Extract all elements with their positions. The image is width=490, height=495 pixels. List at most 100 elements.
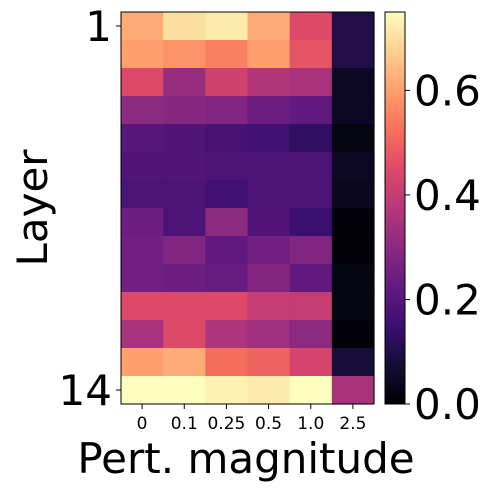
colorbar-tick-label: 0.4 (414, 171, 481, 220)
y-tick-label: 1 (85, 2, 112, 51)
heatmap-cell (163, 68, 206, 97)
heatmap-cell (121, 320, 164, 349)
heatmap-cell (121, 236, 164, 265)
heatmap-cell (163, 180, 206, 209)
heatmap-cell (247, 180, 291, 209)
heatmap-cell (205, 180, 249, 209)
heatmap-cell (331, 12, 375, 41)
heatmap-cell (331, 236, 375, 265)
x-tick-label: 0 (137, 414, 148, 434)
y-axis-label: Layer (8, 149, 57, 267)
heatmap-cell (205, 68, 249, 97)
heatmap-cell (205, 96, 249, 125)
heatmap-cell (331, 96, 375, 125)
heatmap-cell (163, 376, 206, 405)
heatmap-cell (163, 96, 206, 125)
heatmap-cell (331, 152, 375, 181)
heatmap-cell (289, 320, 333, 349)
x-tick-label: 1.0 (297, 414, 324, 434)
heatmap-cell (289, 292, 333, 321)
heatmap-cell (247, 96, 291, 125)
heatmap-cell (121, 208, 164, 237)
heatmap-cell (247, 236, 291, 265)
x-tick-label: 0.1 (171, 414, 198, 434)
heatmap-cell (163, 152, 206, 181)
colorbar-tick-label: 0.2 (414, 275, 481, 324)
heatmap-cell (289, 68, 333, 97)
heatmap-cell (289, 264, 333, 293)
heatmap-cell (247, 376, 291, 405)
heatmap-cell (163, 292, 206, 321)
heatmap-cell (205, 376, 249, 405)
heatmap-cell (289, 96, 333, 125)
heatmap-cell (205, 40, 249, 69)
heatmap-cell (247, 68, 291, 97)
y-axis-ticks: 1 14 (59, 2, 121, 415)
x-tick-label: 0.5 (255, 414, 282, 434)
heatmap-cell (121, 124, 164, 153)
colorbar (384, 11, 406, 405)
heatmap-cell (205, 208, 249, 237)
heatmap-cell (121, 68, 164, 97)
heatmap-cell (121, 376, 164, 405)
heatmap-cell (121, 96, 164, 125)
heatmap-cell (331, 320, 375, 349)
heatmap-cell (205, 292, 249, 321)
heatmap-cell (331, 124, 375, 153)
heatmap-cell (163, 264, 206, 293)
heatmap-cell (163, 12, 206, 41)
heatmap-cell (331, 348, 375, 377)
heatmap-cell (163, 320, 206, 349)
heatmap-cell (121, 152, 164, 181)
heatmap-cell (247, 40, 291, 69)
heatmap-cell (163, 348, 206, 377)
heatmap-cell (289, 208, 333, 237)
heatmap-cell (247, 292, 291, 321)
heatmap-cell (289, 12, 333, 41)
heatmap-cell (247, 320, 291, 349)
heatmap-cell (163, 124, 206, 153)
colorbar-ticks: 0.0 0.2 0.4 0.6 (405, 66, 481, 429)
x-tick-label: 0.25 (207, 414, 245, 434)
heatmap-cell (247, 348, 291, 377)
heatmap-cell (331, 208, 375, 237)
heatmap-cell (289, 180, 333, 209)
heatmap-cell (121, 264, 164, 293)
heatmap-cell (205, 12, 249, 41)
x-tick-label: 2.5 (339, 414, 366, 434)
colorbar-tick-label: 0.6 (414, 66, 481, 115)
heatmap-cell (205, 264, 249, 293)
heatmap-cell (121, 40, 164, 69)
heatmap-cell (247, 208, 291, 237)
y-tick-label: 14 (59, 366, 112, 415)
heatmap-cell (331, 376, 375, 405)
heatmap-cell (121, 12, 164, 41)
heatmap-cells (121, 12, 375, 405)
heatmap-cell (331, 68, 375, 97)
heatmap-cell (289, 40, 333, 69)
heatmap-cell (205, 152, 249, 181)
heatmap-cell (205, 348, 249, 377)
x-axis-label: Pert. magnitude (77, 434, 414, 483)
heatmap-cell (289, 236, 333, 265)
heatmap-cell (331, 292, 375, 321)
heatmap-cell (121, 292, 164, 321)
heatmap-cell (331, 180, 375, 209)
colorbar-tick-label: 0.0 (414, 380, 481, 429)
heatmap-cell (331, 40, 375, 69)
heatmap-cell (289, 376, 333, 405)
heatmap-cell (121, 348, 164, 377)
heatmap-cell (247, 152, 291, 181)
heatmap-cell (247, 264, 291, 293)
heatmap-cell (205, 236, 249, 265)
heatmap-cell (121, 180, 164, 209)
heatmap-cell (163, 208, 206, 237)
heatmap-cell (247, 12, 291, 41)
heatmap-cell (289, 348, 333, 377)
heatmap-cell (205, 124, 249, 153)
heatmap-cell (331, 264, 375, 293)
heatmap-cell (205, 320, 249, 349)
x-axis-ticks: 0 0.1 0.25 0.5 1.0 2.5 (137, 404, 366, 434)
